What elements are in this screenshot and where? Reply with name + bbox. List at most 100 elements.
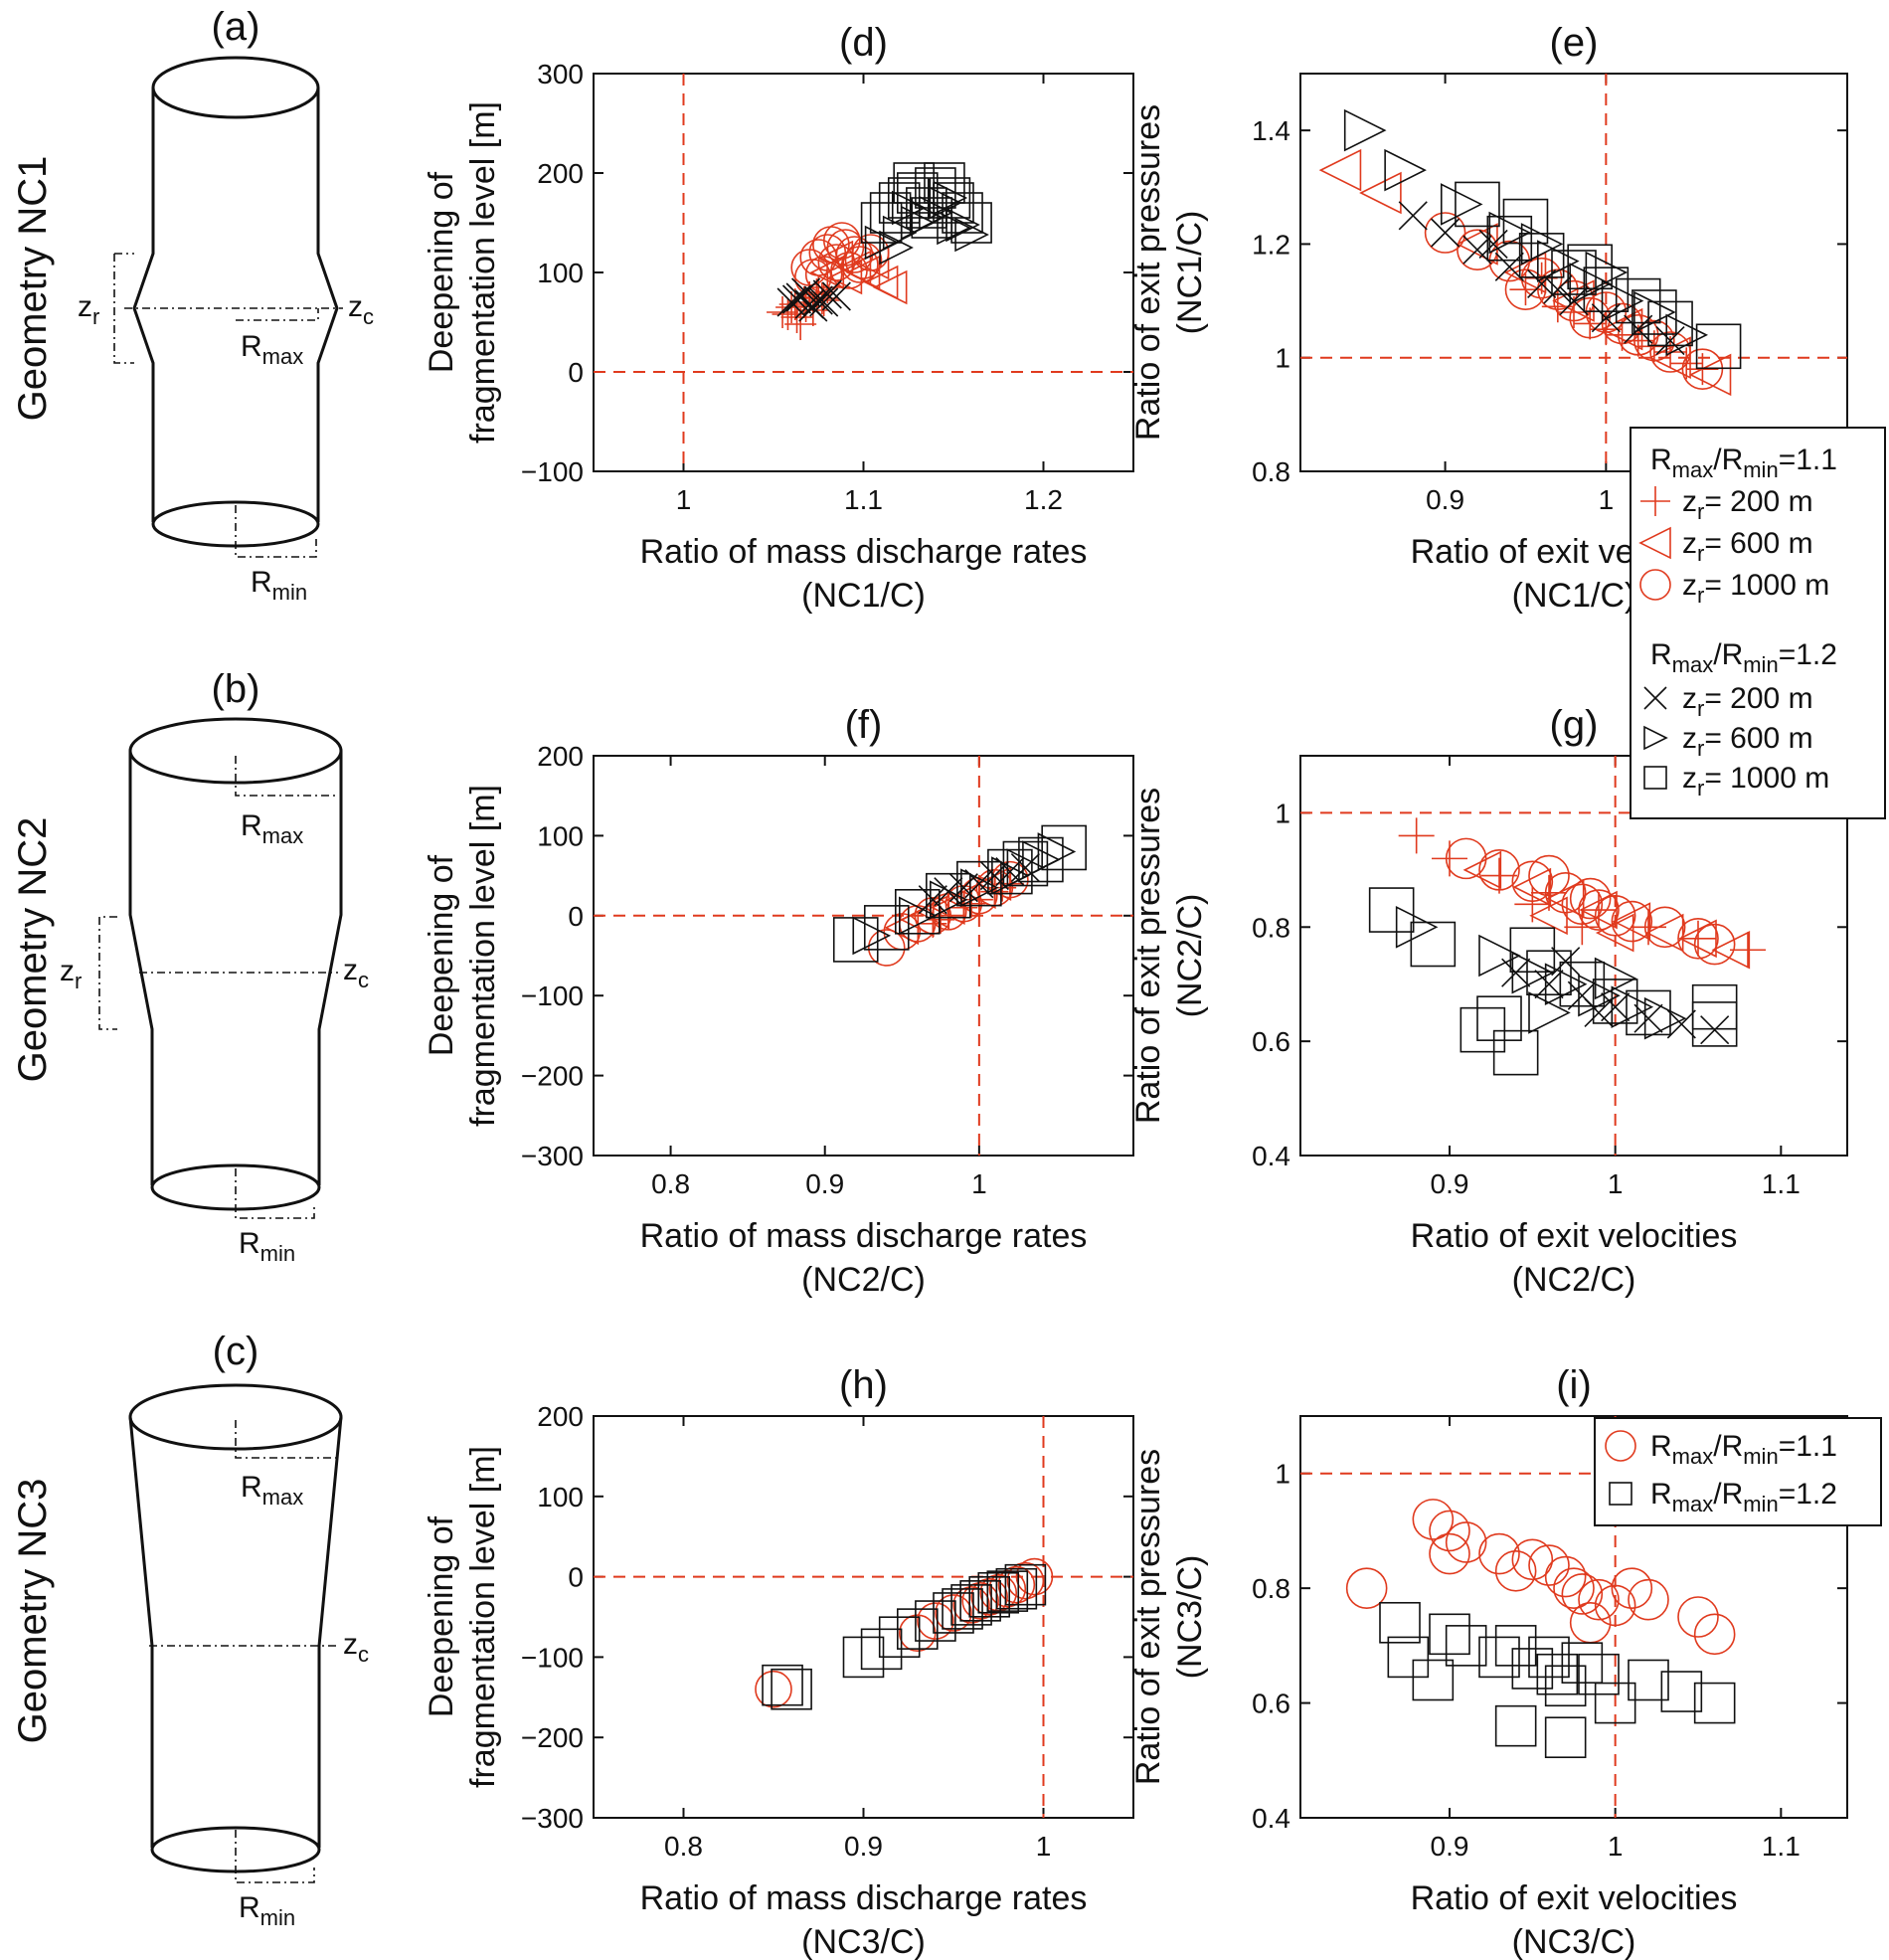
y-tick-label: 300 (537, 59, 584, 89)
data-point (1617, 314, 1659, 356)
data-point (1681, 348, 1724, 390)
data-point (1529, 896, 1568, 936)
data-point (798, 292, 828, 322)
x-tick-label: 1 (1608, 1168, 1624, 1199)
data-point (1649, 331, 1691, 373)
data-point (1660, 1671, 1703, 1712)
data-point (1644, 913, 1684, 953)
y-axis-label: fragmentation level [m] (464, 1446, 502, 1788)
legend-marker (1605, 1430, 1636, 1462)
legend-label: zr= 1000 m (1682, 762, 1829, 801)
y-tick-label: 200 (537, 741, 584, 772)
data-point (1528, 1544, 1570, 1586)
y-tick-label: 1 (1275, 798, 1290, 828)
data-point (1585, 251, 1629, 294)
data-point (1010, 852, 1040, 883)
chart-title: (g) (1550, 703, 1599, 747)
y-tick-label: −300 (521, 1141, 584, 1171)
data-point (1578, 889, 1620, 931)
y-tick-label: 1.4 (1252, 115, 1290, 146)
data-point (1398, 201, 1428, 231)
series-f-5 (832, 824, 1087, 963)
x-axis-label: Ratio of mass discharge rates (640, 533, 1088, 571)
nc3-outline (128, 1416, 343, 1848)
legend-label: zr= 200 m (1682, 485, 1813, 524)
nc1-zc-label: zc (348, 290, 374, 329)
data-point (860, 1628, 903, 1671)
data-point (1626, 989, 1671, 1036)
y-tick-label: 100 (537, 1482, 584, 1513)
data-point (1494, 1704, 1537, 1747)
data-point (987, 848, 1033, 895)
data-point (896, 1608, 939, 1650)
chart-g: 0.9 1 1.1 0.4 0.6 0.8 1 (g) Ratio of exit veloci… (1129, 703, 1848, 1299)
legend-top-item: zr= 600 m (1638, 526, 1813, 566)
chart-f: 0.8 0.9 1 −300 −200 −100 0 100 200 (f) Ratio of ma… (423, 703, 1134, 1299)
x-axis-label: Ratio of exit velocities (1411, 1217, 1738, 1255)
data-point (1678, 919, 1717, 959)
data-point (1318, 148, 1362, 192)
data-point (1677, 1596, 1719, 1638)
data-point (1551, 250, 1597, 295)
legend-marker (1640, 486, 1670, 516)
data-point (1594, 894, 1636, 937)
y-axis-label: (NC3/C) (1171, 1555, 1209, 1680)
data-point (929, 177, 971, 219)
data-point (1551, 947, 1581, 977)
data-point (891, 190, 927, 226)
chart-i: 0.9 1 1.1 0.4 0.6 0.8 1 (i) Ratio of exit veloci… (1129, 1363, 1848, 1960)
data-point (1455, 181, 1500, 228)
legend-top-header-1: Rmax/Rmin=1.1 (1650, 444, 1837, 482)
data-point (942, 192, 983, 234)
data-point (968, 1576, 1011, 1618)
chart-title: (d) (839, 21, 888, 65)
nc1-rmin-label: Rmin (251, 566, 307, 605)
y-tick-label: 0 (568, 1562, 584, 1593)
nc2-outline (128, 751, 343, 1185)
y-axis-label: fragmentation level [m] (464, 785, 502, 1127)
x-axis-label: Ratio of exit velocities (1411, 1879, 1738, 1917)
data-point (872, 269, 908, 305)
y-axis-label-2: Deepening of (423, 1515, 460, 1717)
data-point (1511, 951, 1555, 994)
data-point (776, 287, 806, 317)
chart-d: 1 1.1 1.2 −100 0 100 200 300 (d) Ratio of mass di… (423, 21, 1134, 615)
data-point (1384, 148, 1427, 192)
chart-title: (e) (1550, 21, 1599, 65)
x-tick-label: 0.9 (805, 1168, 844, 1199)
data-point (1528, 991, 1571, 1034)
chart-title: (h) (839, 1363, 888, 1407)
legend-bottom: Rmax/Rmin=1.1 Rmax/Rmin=1.2 (1594, 1417, 1882, 1526)
data-point (1693, 1613, 1736, 1656)
data-point (1037, 832, 1077, 871)
row-label-nc1: Geometry NC1 (11, 156, 55, 422)
geometry-nc3 (128, 1383, 343, 1883)
legend-label: Rmax/Rmin=1.1 (1650, 1430, 1837, 1469)
y-tick-label: 100 (537, 258, 584, 288)
data-point (1601, 992, 1631, 1022)
x-tick-label: 1 (1599, 484, 1615, 515)
data-point (1511, 1538, 1554, 1581)
legend-bottom-item: Rmax/Rmin=1.2 (1609, 1478, 1837, 1516)
data-point (1429, 1613, 1470, 1656)
legend-label: zr= 1000 m (1682, 569, 1829, 608)
panel-label-a: (a) (212, 5, 260, 49)
data-point (1591, 303, 1621, 333)
data-point (1476, 995, 1522, 1041)
y-tick-label: 1 (1275, 1459, 1290, 1490)
data-point (935, 1594, 972, 1632)
y-axis-label: (NC2/C) (1171, 894, 1209, 1018)
data-point (899, 896, 938, 936)
data-point (1611, 1567, 1653, 1609)
x-tick-label: 0.9 (1431, 1831, 1469, 1862)
y-axis-label: (NC1/C) (1171, 211, 1209, 335)
y-axis-label-2: Ratio of exit pressures (1129, 788, 1167, 1124)
data-point (803, 285, 833, 315)
data-point (930, 880, 968, 920)
data-point (1478, 934, 1521, 978)
nc3-zc-label: zc (343, 1628, 369, 1667)
data-point (1628, 1578, 1669, 1621)
x-axis-label-2: (NC3/C) (801, 1923, 926, 1960)
x-axis-label-2: (NC2/C) (801, 1261, 926, 1299)
